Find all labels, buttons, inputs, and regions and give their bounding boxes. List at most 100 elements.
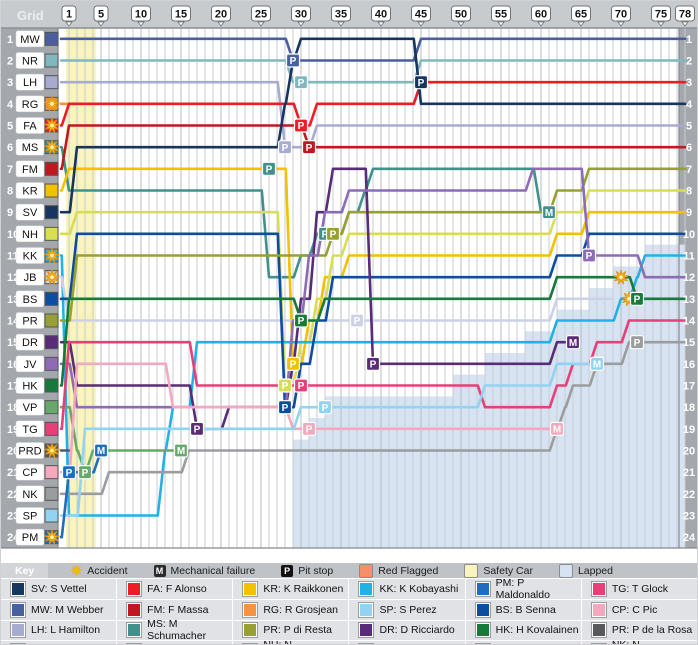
driver-color-swatch bbox=[358, 622, 375, 639]
legend-entry-label: MW: M Webber bbox=[31, 603, 104, 616]
pit-stop-marker-fm bbox=[301, 140, 317, 155]
legend-entry: MS: M Schumacher bbox=[117, 618, 233, 642]
grid-accident-star-rg-core bbox=[49, 101, 55, 107]
lap-tick-pointer bbox=[337, 21, 345, 27]
driver-color-chip bbox=[44, 53, 59, 68]
finish-position-number: 10 bbox=[683, 229, 695, 241]
pit-stop-marker-ms bbox=[261, 161, 277, 176]
driver-code-cell bbox=[15, 355, 45, 373]
lap-tick-pointer bbox=[137, 21, 145, 27]
legend-entry-label: TG: T Glock bbox=[611, 582, 669, 595]
legend-entry: HK: H Kovalainen bbox=[465, 620, 581, 641]
driver-code-cell bbox=[15, 333, 45, 351]
finish-position-number: 7 bbox=[686, 164, 692, 176]
accident-marker-hk-core bbox=[618, 274, 624, 280]
driver-color-chip bbox=[44, 378, 59, 393]
grid-sidebar bbox=[1, 28, 58, 548]
driver-code-cell bbox=[15, 225, 45, 243]
lap-tick-pointer bbox=[537, 21, 545, 27]
lap-tick-pointer bbox=[377, 21, 385, 27]
key-item-label: Red Flagged bbox=[378, 564, 439, 577]
driver-code-cell bbox=[15, 160, 45, 178]
driver-code-label: LH bbox=[23, 77, 37, 89]
driver-color-chip bbox=[44, 313, 59, 328]
lap-tick-box bbox=[291, 5, 311, 22]
lap-tick-label: 75 bbox=[655, 9, 667, 21]
key-item: M Mechanical failure bbox=[153, 564, 255, 577]
marker-letter: P bbox=[298, 381, 305, 392]
legend-entry-label: KR: K Raikkonen bbox=[263, 582, 344, 595]
driver-color-swatch bbox=[242, 601, 259, 618]
driver-code-label: SP bbox=[23, 511, 38, 523]
lap-tick-pointer bbox=[497, 21, 505, 27]
lap-tick-label: 60 bbox=[535, 9, 547, 21]
marker-letter: P bbox=[322, 229, 329, 240]
driver-code-label: BS bbox=[23, 294, 38, 306]
driver-code-cell bbox=[15, 268, 45, 286]
driver-code-cell bbox=[15, 73, 45, 91]
legend-entry-label: FM: F Massa bbox=[147, 603, 209, 616]
key-bar: Key ☀ Accident M Mechanical failure P Pi… bbox=[1, 563, 697, 578]
pit-stop-marker-nr bbox=[293, 75, 309, 90]
driver-color-swatch bbox=[358, 601, 375, 618]
driver-code-label: TG bbox=[22, 424, 37, 436]
marker-letter: P bbox=[634, 294, 641, 305]
grid-accident-star-ms-core bbox=[49, 144, 55, 150]
finish-position-number: 1 bbox=[686, 34, 692, 46]
mechanical-failure-marker-vp bbox=[173, 443, 189, 458]
grid-accident-star-prd-core bbox=[49, 448, 55, 454]
driver-line-bs bbox=[59, 232, 687, 409]
grid-position-number: 1 bbox=[7, 34, 13, 46]
marker-letter: P bbox=[306, 424, 313, 435]
pit-stop-marker-dr bbox=[365, 356, 381, 371]
driver-color-swatch bbox=[590, 580, 607, 597]
grid-accident-star-pm-core bbox=[49, 534, 55, 540]
marker-letter: P bbox=[586, 251, 593, 262]
marker-letter: P bbox=[330, 229, 337, 240]
legend-entry-label: FA: F Alonso bbox=[147, 582, 207, 595]
marker-letter: P bbox=[282, 143, 289, 154]
key-item-label: Safety Car bbox=[483, 564, 533, 577]
driver-code-cell bbox=[15, 52, 45, 69]
driver-color-chip bbox=[44, 508, 59, 523]
driver-line-cp bbox=[59, 362, 551, 474]
driver-code-label: HK bbox=[22, 381, 38, 393]
lap-tick-label: 55 bbox=[495, 9, 507, 21]
legend-entry: KR: K Raikkonen bbox=[233, 579, 349, 599]
driver-code-cell bbox=[15, 420, 45, 438]
position-chart: Grid 1 5 10 15 20 25 30 35 40 45 50 55 60 65 70 75 78PPPP… bbox=[1, 1, 697, 549]
pit-stop-marker-nh bbox=[277, 378, 293, 393]
legend-entry-label: BS: B Senna bbox=[495, 603, 556, 616]
legend-entry-label: KK: K Kobayashi bbox=[379, 582, 459, 595]
driver-color-swatch bbox=[10, 601, 26, 618]
driver-line-sv bbox=[59, 37, 687, 214]
driver-code-label: PM bbox=[22, 532, 39, 544]
driver-line-tg bbox=[59, 319, 687, 431]
driver-color-swatch bbox=[126, 622, 143, 639]
finish-position-number: 23 bbox=[683, 511, 695, 523]
lap-tick-label: 30 bbox=[295, 9, 307, 21]
driver-line-sp bbox=[59, 362, 591, 517]
lap-tick-pointer bbox=[577, 21, 585, 27]
marker-letter: M bbox=[545, 208, 553, 219]
finish-position-number: 4 bbox=[686, 99, 693, 111]
safety-car-swatch bbox=[464, 563, 479, 578]
grid-header-label: Grid bbox=[17, 8, 44, 23]
legend-entry: NH: N Hulkenberg bbox=[233, 639, 349, 644]
marker-letter: P bbox=[194, 424, 201, 435]
driver-code-label: NK bbox=[22, 489, 38, 501]
pit-stop-marker-sp bbox=[317, 400, 333, 415]
legend-entry-label: CP: C Pic bbox=[611, 603, 658, 616]
driver-color-swatch bbox=[474, 601, 491, 618]
driver-code-cell bbox=[15, 203, 45, 221]
lap-tick-label: 50 bbox=[455, 9, 467, 21]
pit-stop-marker-dr bbox=[189, 421, 205, 436]
finish-position-number: 21 bbox=[683, 467, 695, 479]
finish-position-number: 13 bbox=[683, 294, 695, 306]
driver-code-cell bbox=[15, 398, 45, 416]
grid-accident-star-kk-core bbox=[49, 253, 55, 259]
driver-code-label: JV bbox=[24, 359, 38, 371]
pit-stop-marker-tg bbox=[293, 378, 309, 393]
mechanical-failure-marker-pm bbox=[93, 443, 109, 458]
finish-position-number: 18 bbox=[683, 402, 695, 414]
